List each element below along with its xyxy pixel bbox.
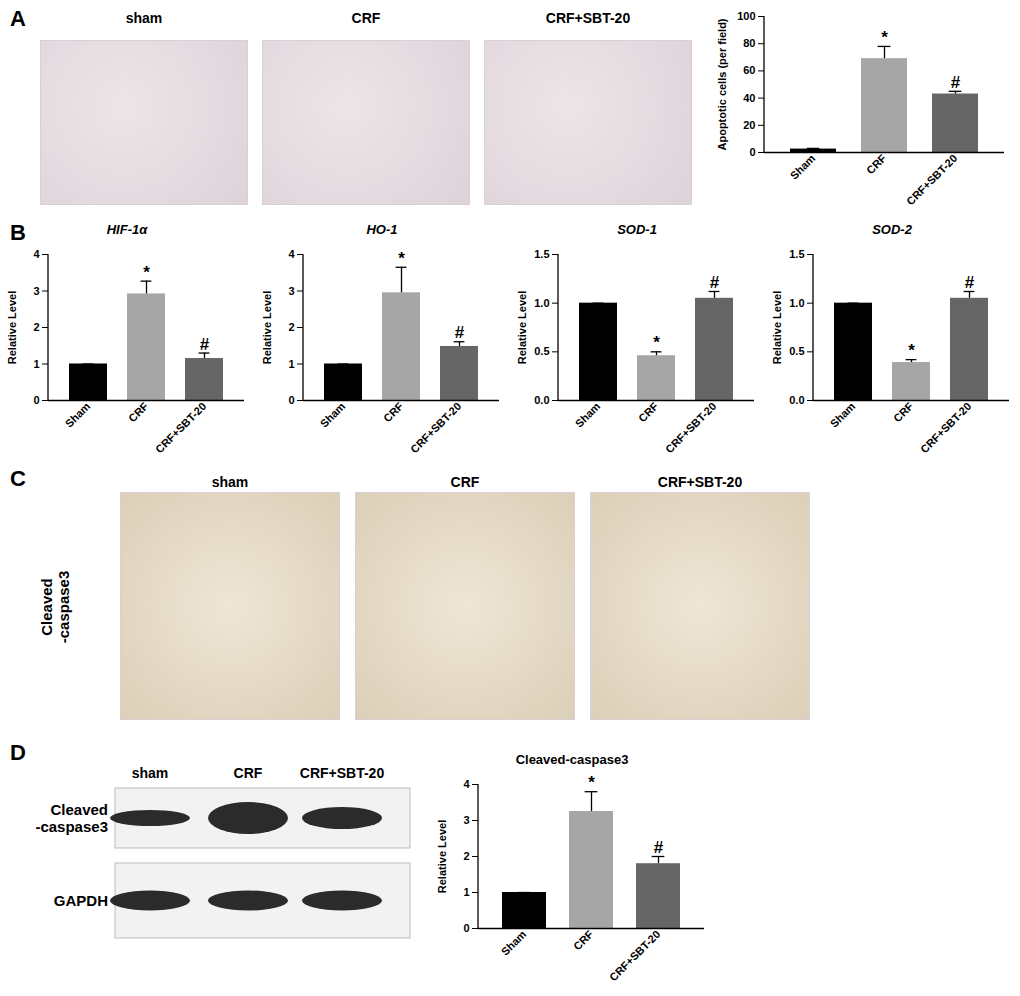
svg-text:#: # — [654, 838, 664, 857]
svg-text:*: * — [908, 341, 915, 360]
svg-text:Sham: Sham — [499, 928, 529, 958]
svg-text:40: 40 — [743, 92, 755, 104]
svg-text:CRF: CRF — [636, 400, 661, 425]
html-text:Cleaved: Cleaved — [38, 578, 55, 636]
svg-text:0: 0 — [463, 922, 469, 934]
svg-text:Cleaved: Cleaved — [50, 801, 108, 818]
html-text:HO-1: HO-1 — [366, 222, 398, 237]
svg-text:Sham: Sham — [63, 400, 93, 430]
svg-text:0: 0 — [749, 146, 755, 158]
html-text:CRF+SBT-20: CRF+SBT-20 — [545, 10, 631, 26]
html-text:HIF-1α: HIF-1α — [106, 222, 148, 237]
svg-text:CRF+SBT-20: CRF+SBT-20 — [607, 928, 662, 983]
svg-text:CRF: CRF — [864, 152, 889, 177]
svg-text:0.0: 0.0 — [534, 394, 549, 406]
svg-text:3: 3 — [463, 814, 469, 826]
svg-text:4: 4 — [288, 248, 295, 260]
svg-text:0.5: 0.5 — [789, 345, 804, 357]
svg-text:CRF+SBT-20: CRF+SBT-20 — [904, 152, 959, 207]
svg-text:1: 1 — [288, 358, 294, 370]
svg-text:4: 4 — [463, 778, 470, 790]
svg-text:1.0: 1.0 — [789, 297, 804, 309]
svg-text:sham: sham — [132, 765, 169, 781]
svg-text:0.0: 0.0 — [789, 394, 804, 406]
svg-text:3: 3 — [288, 285, 294, 297]
svg-text:100: 100 — [737, 10, 755, 22]
svg-text:CRF+SBT-20: CRF+SBT-20 — [408, 400, 463, 455]
svg-text:CRF: CRF — [381, 400, 406, 425]
html-text:CRF: CRF — [450, 474, 480, 490]
svg-text:CRF+SBT-20: CRF+SBT-20 — [663, 400, 718, 455]
html-text:SOD-1: SOD-1 — [617, 222, 657, 237]
svg-text:Sham: Sham — [318, 400, 348, 430]
svg-text:*: * — [143, 263, 150, 282]
svg-text:1.5: 1.5 — [534, 248, 549, 260]
svg-text:CRF: CRF — [571, 928, 596, 953]
svg-text:Relative Level: Relative Level — [516, 291, 528, 364]
svg-text:60: 60 — [743, 64, 755, 76]
html-text:sham: sham — [125, 10, 163, 26]
html-text:CRF: CRF — [351, 10, 381, 26]
svg-text:*: * — [398, 249, 405, 268]
svg-text:0: 0 — [33, 394, 39, 406]
html-text:B: B — [10, 220, 26, 245]
svg-text:CRF+SBT-20: CRF+SBT-20 — [300, 765, 385, 781]
svg-text:0.5: 0.5 — [534, 345, 549, 357]
svg-text:Sham: Sham — [788, 152, 818, 182]
html-text:sham: sham — [211, 474, 249, 490]
svg-text:1.0: 1.0 — [534, 297, 549, 309]
svg-text:2: 2 — [463, 850, 469, 862]
svg-text:#: # — [710, 273, 720, 292]
svg-text:CRF: CRF — [234, 765, 263, 781]
svg-text:GAPDH: GAPDH — [54, 892, 108, 909]
html-text:CRF+SBT-20: CRF+SBT-20 — [657, 474, 743, 490]
html-text:-caspase3: -caspase3 — [55, 570, 72, 644]
svg-text:2: 2 — [33, 321, 39, 333]
html-text:A: A — [10, 6, 26, 31]
svg-text:3: 3 — [33, 285, 39, 297]
svg-text:80: 80 — [743, 37, 755, 49]
svg-text:1: 1 — [33, 358, 39, 370]
html-text:C: C — [10, 466, 26, 491]
svg-text:Apoptotic cells (per field): Apoptotic cells (per field) — [716, 18, 728, 150]
svg-text:#: # — [965, 273, 975, 292]
svg-text:Sham: Sham — [573, 400, 603, 430]
svg-text:0: 0 — [288, 394, 294, 406]
html-text:SOD-2: SOD-2 — [872, 222, 912, 237]
html-text:Cleaved-caspase3: Cleaved-caspase3 — [515, 752, 629, 767]
svg-text:-caspase3: -caspase3 — [35, 818, 108, 835]
svg-text:20: 20 — [743, 119, 755, 131]
svg-text:Relative Level: Relative Level — [436, 820, 448, 893]
svg-text:*: * — [653, 333, 660, 352]
svg-text:Sham: Sham — [828, 400, 858, 430]
svg-text:*: * — [881, 28, 888, 47]
svg-text:CRF: CRF — [891, 400, 916, 425]
svg-text:CRF+SBT-20: CRF+SBT-20 — [918, 400, 973, 455]
svg-text:1: 1 — [463, 886, 469, 898]
svg-text:4: 4 — [33, 248, 40, 260]
svg-text:#: # — [455, 323, 465, 342]
svg-text:*: * — [588, 773, 595, 792]
svg-text:Relative Level: Relative Level — [6, 291, 18, 364]
svg-text:#: # — [951, 73, 961, 92]
svg-text:2: 2 — [288, 321, 294, 333]
html-text:D: D — [10, 740, 26, 765]
svg-text:1.5: 1.5 — [789, 248, 804, 260]
svg-text:#: # — [200, 334, 210, 353]
svg-text:CRF+SBT-20: CRF+SBT-20 — [153, 400, 208, 455]
svg-text:Relative Level: Relative Level — [261, 291, 273, 364]
svg-text:CRF: CRF — [126, 400, 151, 425]
svg-text:Relative Level: Relative Level — [771, 291, 783, 364]
